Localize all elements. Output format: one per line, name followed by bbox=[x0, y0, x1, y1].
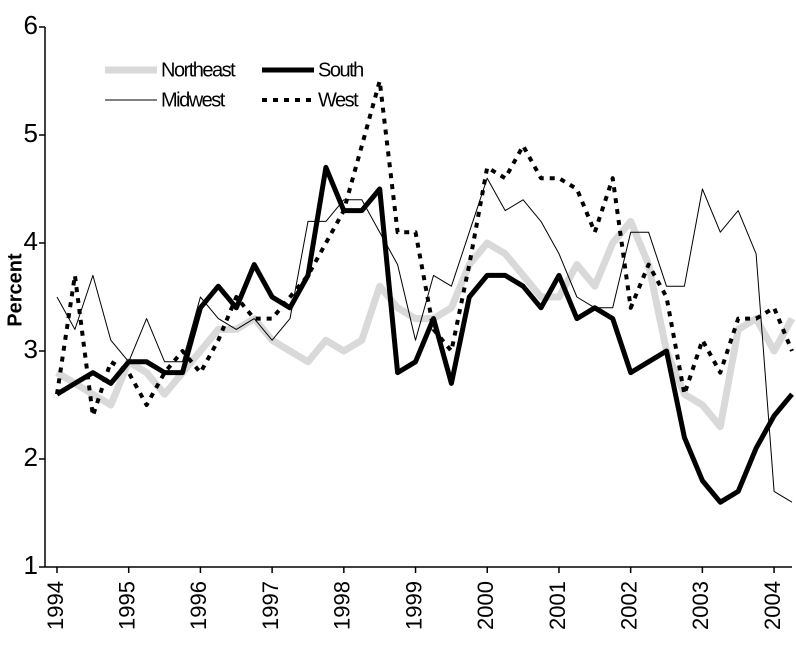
y-tick-label: 6 bbox=[24, 10, 38, 40]
x-tick-label: 1997 bbox=[258, 581, 283, 630]
legend-label: South bbox=[318, 59, 363, 81]
y-tick-label: 1 bbox=[24, 550, 38, 580]
y-tick-label: 4 bbox=[24, 226, 38, 256]
series-line bbox=[56, 177, 793, 503]
x-tick-label: 1994 bbox=[43, 581, 68, 630]
x-tick-label: 2004 bbox=[760, 581, 785, 630]
x-tick-label: 2003 bbox=[688, 581, 713, 630]
series-line bbox=[55, 217, 796, 431]
x-tick-label: 1996 bbox=[186, 581, 211, 630]
series-line bbox=[55, 79, 794, 418]
legend-label: West bbox=[318, 89, 359, 111]
y-tick-label: 2 bbox=[24, 442, 38, 472]
x-tick-label: 1998 bbox=[330, 581, 355, 630]
y-tick-label: 3 bbox=[24, 334, 38, 364]
series-line bbox=[55, 164, 794, 505]
legend-label: Northeast bbox=[161, 59, 236, 81]
x-tick-label: 1999 bbox=[401, 581, 426, 630]
x-tick-label: 1995 bbox=[115, 581, 140, 630]
legend-label: Midwest bbox=[161, 89, 226, 111]
x-tick-label: 2001 bbox=[545, 581, 570, 630]
x-tick-label: 2000 bbox=[473, 581, 498, 630]
y-tick-label: 5 bbox=[24, 118, 38, 148]
y-axis-label: Percent bbox=[4, 253, 26, 327]
x-tick-label: 2002 bbox=[616, 581, 641, 630]
